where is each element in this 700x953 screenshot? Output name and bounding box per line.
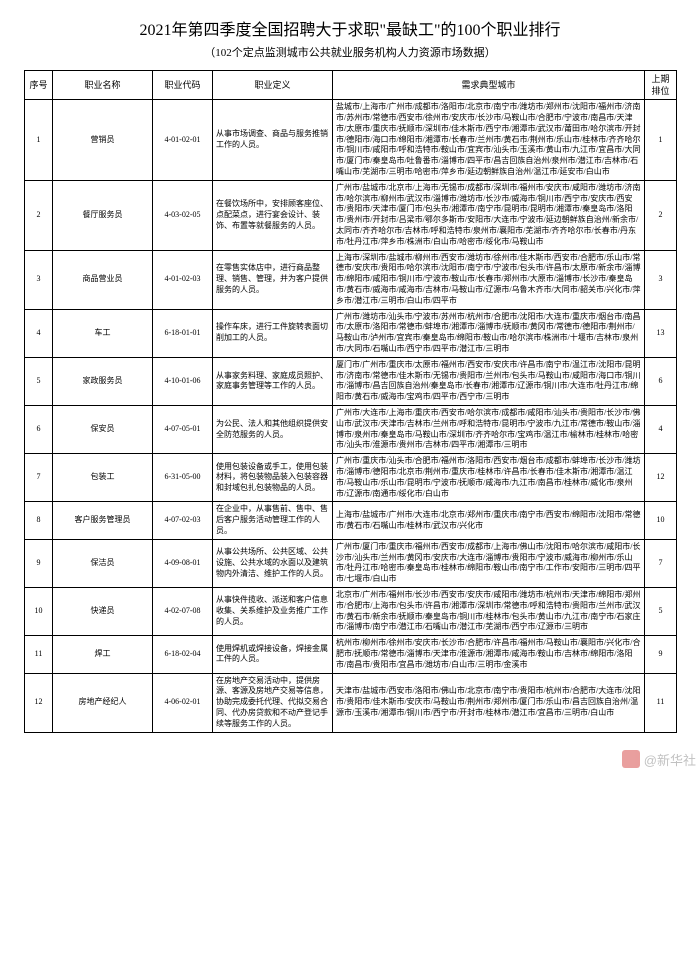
table-row: 10快递员4-02-07-08从事快件揽收、派送和客户信息收集、关系维护及业务推…	[25, 587, 677, 635]
cell-index: 1	[25, 100, 53, 181]
cell-prev: 4	[645, 406, 677, 454]
cell-name: 快递员	[53, 587, 153, 635]
col-header: 职业定义	[213, 71, 333, 100]
cell-index: 8	[25, 502, 53, 539]
cell-index: 11	[25, 636, 53, 673]
col-header: 序号	[25, 71, 53, 100]
cell-prev: 3	[645, 250, 677, 309]
cell-name: 商品营业员	[53, 250, 153, 309]
cell-cities: 盐城市/上海市/广州市/成都市/洛阳市/北京市/南宁市/潍坊市/郑州市/沈阳市/…	[333, 100, 645, 181]
col-header: 职业代码	[153, 71, 213, 100]
cell-code: 4-07-05-01	[153, 406, 213, 454]
watermark: @新华社	[622, 750, 696, 769]
cell-cities: 天津市/盐城市/西安市/洛阳市/佛山市/北京市/南宁市/贵阳市/杭州市/合肥市/…	[333, 673, 645, 732]
cell-index: 3	[25, 250, 53, 309]
cell-index: 5	[25, 357, 53, 405]
cell-prev: 11	[645, 673, 677, 732]
watermark-text: @新华社	[644, 750, 696, 769]
cell-index: 7	[25, 454, 53, 502]
cell-def: 从事市场调查、商品与服务推销工作的人员。	[213, 100, 333, 181]
table-row: 4车工6-18-01-01操作车床，进行工件旋转表面切削加工的人员。广州市/潍坊…	[25, 309, 677, 357]
cell-code: 4-01-02-01	[153, 100, 213, 181]
cell-def: 在房地产交易活动中，提供房源、客源及房地产交易等信息，协助完成委托代理、代拟交易…	[213, 673, 333, 732]
cell-prev: 2	[645, 180, 677, 250]
cell-code: 4-01-02-03	[153, 250, 213, 309]
cell-index: 12	[25, 673, 53, 732]
cell-prev: 10	[645, 502, 677, 539]
cell-name: 包装工	[53, 454, 153, 502]
cell-index: 10	[25, 587, 53, 635]
cell-def: 操作车床，进行工件旋转表面切削加工的人员。	[213, 309, 333, 357]
cell-index: 6	[25, 406, 53, 454]
cell-name: 焊工	[53, 636, 153, 673]
table-body: 1营销员4-01-02-01从事市场调查、商品与服务推销工作的人员。盐城市/上海…	[25, 100, 677, 732]
page-subtitle: （102个定点监测城市公共就业服务机构人力资源市场数据）	[24, 44, 676, 60]
table-header-row: 序号职业名称职业代码职业定义需求典型城市上期排位	[25, 71, 677, 100]
cell-name: 营销员	[53, 100, 153, 181]
cell-cities: 上海市/盐城市/广州市/大连市/北京市/郑州市/重庆市/南宁市/西安市/绵阳市/…	[333, 502, 645, 539]
cell-name: 客户服务管理员	[53, 502, 153, 539]
cell-cities: 厦门市/广州市/重庆市/太原市/福州市/西安市/安庆市/许昌市/南宁市/温江市/…	[333, 357, 645, 405]
cell-def: 为公民、法人和其他组织提供安全防范服务的人员。	[213, 406, 333, 454]
cell-name: 餐厅服务员	[53, 180, 153, 250]
cell-code: 6-18-01-01	[153, 309, 213, 357]
cell-def: 从事公共场所、公共区域、公共设施、公共水域的水面以及建筑物内外清洁、维护工作的人…	[213, 539, 333, 587]
cell-def: 在零售实体店中，进行商品整理、销售、管理，并为客户提供服务的人员。	[213, 250, 333, 309]
cell-name: 房地产经纪人	[53, 673, 153, 732]
table-row: 8客户服务管理员4-07-02-03在企业中，从事售前、售中、售后客户服务活动管…	[25, 502, 677, 539]
cell-name: 保洁员	[53, 539, 153, 587]
ranking-table: 序号职业名称职业代码职业定义需求典型城市上期排位 1营销员4-01-02-01从…	[24, 70, 677, 733]
cell-prev: 6	[645, 357, 677, 405]
cell-cities: 广州市/潍坊市/汕头市/宁波市/苏州市/杭州市/合肥市/沈阳市/大连市/重庆市/…	[333, 309, 645, 357]
cell-code: 4-02-07-08	[153, 587, 213, 635]
cell-prev: 7	[645, 539, 677, 587]
cell-cities: 广州市/重庆市/汕头市/合肥市/福州市/洛阳市/西安市/烟台市/成都市/蚌埠市/…	[333, 454, 645, 502]
table-row: 11焊工6-18-02-04使用焊机或焊接设备，焊接金属工件的人员。杭州市/柳州…	[25, 636, 677, 673]
cell-code: 4-06-02-01	[153, 673, 213, 732]
cell-code: 4-10-01-06	[153, 357, 213, 405]
cell-index: 9	[25, 539, 53, 587]
cell-name: 家政服务员	[53, 357, 153, 405]
cell-prev: 12	[645, 454, 677, 502]
cell-cities: 广州市/厦门市/重庆市/福州市/西安市/成都市/上海市/佛山市/沈阳市/哈尔滨市…	[333, 539, 645, 587]
cell-code: 4-09-08-01	[153, 539, 213, 587]
table-row: 9保洁员4-09-08-01从事公共场所、公共区域、公共设施、公共水域的水面以及…	[25, 539, 677, 587]
cell-cities: 广州市/大连市/上海市/重庆市/西安市/哈尔滨市/成都市/咸阳市/汕头市/贵阳市…	[333, 406, 645, 454]
cell-code: 4-03-02-05	[153, 180, 213, 250]
weibo-icon	[622, 750, 640, 768]
page: 2021年第四季度全国招聘大于求职"最缺工"的100个职业排行 （102个定点监…	[0, 0, 700, 773]
cell-name: 车工	[53, 309, 153, 357]
cell-cities: 杭州市/柳州市/徐州市/安庆市/长沙市/合肥市/许昌市/福州市/马鞍山市/襄阳市…	[333, 636, 645, 673]
cell-def: 从事快件揽收、派送和客户信息收集、关系维护及业务推广工作的人员。	[213, 587, 333, 635]
cell-def: 在企业中，从事售前、售中、售后客户服务活动管理工作的人员。	[213, 502, 333, 539]
cell-prev: 1	[645, 100, 677, 181]
table-row: 12房地产经纪人4-06-02-01在房地产交易活动中，提供房源、客源及房地产交…	[25, 673, 677, 732]
table-row: 2餐厅服务员4-03-02-05在餐饮场所中，安排顾客座位、点配菜点，进行宴会设…	[25, 180, 677, 250]
cell-index: 2	[25, 180, 53, 250]
cell-code: 4-07-02-03	[153, 502, 213, 539]
page-title: 2021年第四季度全国招聘大于求职"最缺工"的100个职业排行	[24, 16, 676, 40]
col-header: 需求典型城市	[333, 71, 645, 100]
cell-def: 使用焊机或焊接设备，焊接金属工件的人员。	[213, 636, 333, 673]
cell-def: 在餐饮场所中，安排顾客座位、点配菜点，进行宴会设计、装饰、布置等就餐服务的人员。	[213, 180, 333, 250]
cell-cities: 上海市/深圳市/盐城市/柳州市/西安市/潍坊市/徐州市/佳木斯市/西安市/合肥市…	[333, 250, 645, 309]
table-row: 7包装工6-31-05-00使用包装设备或手工，使用包装材料，将包装物品装入包装…	[25, 454, 677, 502]
cell-prev: 5	[645, 587, 677, 635]
cell-def: 从事家务料理、家庭成员照护、家庭事务管理等工作的人员。	[213, 357, 333, 405]
col-header: 上期排位	[645, 71, 677, 100]
table-row: 6保安员4-07-05-01为公民、法人和其他组织提供安全防范服务的人员。广州市…	[25, 406, 677, 454]
cell-code: 6-18-02-04	[153, 636, 213, 673]
table-row: 3商品营业员4-01-02-03在零售实体店中，进行商品整理、销售、管理，并为客…	[25, 250, 677, 309]
cell-prev: 13	[645, 309, 677, 357]
cell-cities: 北京市/广州市/福州市/长沙市/西安市/安庆市/咸阳市/潍坊市/杭州市/天津市/…	[333, 587, 645, 635]
cell-index: 4	[25, 309, 53, 357]
table-row: 5家政服务员4-10-01-06从事家务料理、家庭成员照护、家庭事务管理等工作的…	[25, 357, 677, 405]
cell-cities: 广州市/盐城市/北京市/上海市/无锡市/成都市/深圳市/福州市/安庆市/咸阳市/…	[333, 180, 645, 250]
col-header: 职业名称	[53, 71, 153, 100]
cell-prev: 9	[645, 636, 677, 673]
cell-name: 保安员	[53, 406, 153, 454]
table-row: 1营销员4-01-02-01从事市场调查、商品与服务推销工作的人员。盐城市/上海…	[25, 100, 677, 181]
cell-code: 6-31-05-00	[153, 454, 213, 502]
cell-def: 使用包装设备或手工，使用包装材料，将包装物品装入包装容器和封域包扎包装物品的人员…	[213, 454, 333, 502]
